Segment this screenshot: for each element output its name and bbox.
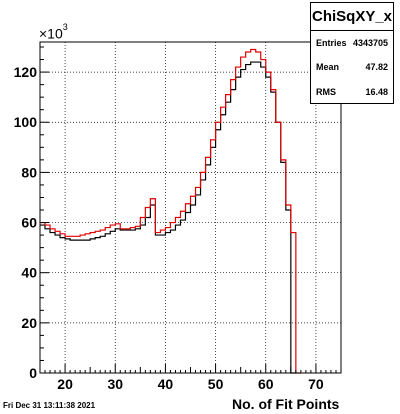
stats-value: 16.48 xyxy=(365,87,388,97)
series-layer xyxy=(40,48,301,374)
timestamp: Fri Dec 31 13:11:38 2021 xyxy=(3,401,96,410)
stats-title: ChiSqXY_x xyxy=(311,3,393,31)
y-tick-label: 120 xyxy=(14,64,38,80)
x-tick-label: 70 xyxy=(308,376,324,392)
stats-row-entries: Entries 4343705 xyxy=(316,38,388,48)
stats-row-mean: Mean 47.82 xyxy=(316,62,388,72)
stats-label: Mean xyxy=(316,62,340,72)
stats-label: Entries xyxy=(316,38,347,48)
histogram-series-0 xyxy=(40,61,296,374)
x-axis-title: No. of Fit Points xyxy=(232,396,340,412)
stats-row-rms: RMS 16.48 xyxy=(316,87,388,97)
stats-value: 47.82 xyxy=(365,62,388,72)
x-tick-label: 40 xyxy=(158,376,174,392)
tick-labels: 20 30 40 50 60 70 0 20 40 60 80 100 120 xyxy=(14,64,324,392)
stats-box: ChiSqXY_x Entries 4343705 Mean 47.82 RMS… xyxy=(310,2,394,104)
grid-lines xyxy=(40,42,341,373)
x-tick-label: 50 xyxy=(208,376,224,392)
y-tick-label: 100 xyxy=(14,114,38,130)
y-tick-label: 60 xyxy=(21,215,37,231)
y-tick-label: 0 xyxy=(29,365,37,381)
stats-label: RMS xyxy=(316,87,336,97)
y-tick-label: 40 xyxy=(21,265,37,281)
histogram-series-1 xyxy=(40,48,301,374)
y-tick-label: 80 xyxy=(21,164,37,180)
y-exponent-prefix: ×10 xyxy=(39,25,63,42)
stats-value: 4343705 xyxy=(352,38,388,48)
x-tick-label: 20 xyxy=(57,376,73,392)
y-exponent-power: 3 xyxy=(62,22,68,32)
axis-ticks xyxy=(39,46,342,374)
y-axis-exponent: ×103 xyxy=(39,22,68,42)
y-tick-label: 20 xyxy=(21,315,37,331)
x-tick-label: 60 xyxy=(258,376,274,392)
x-tick-label: 30 xyxy=(107,376,123,392)
